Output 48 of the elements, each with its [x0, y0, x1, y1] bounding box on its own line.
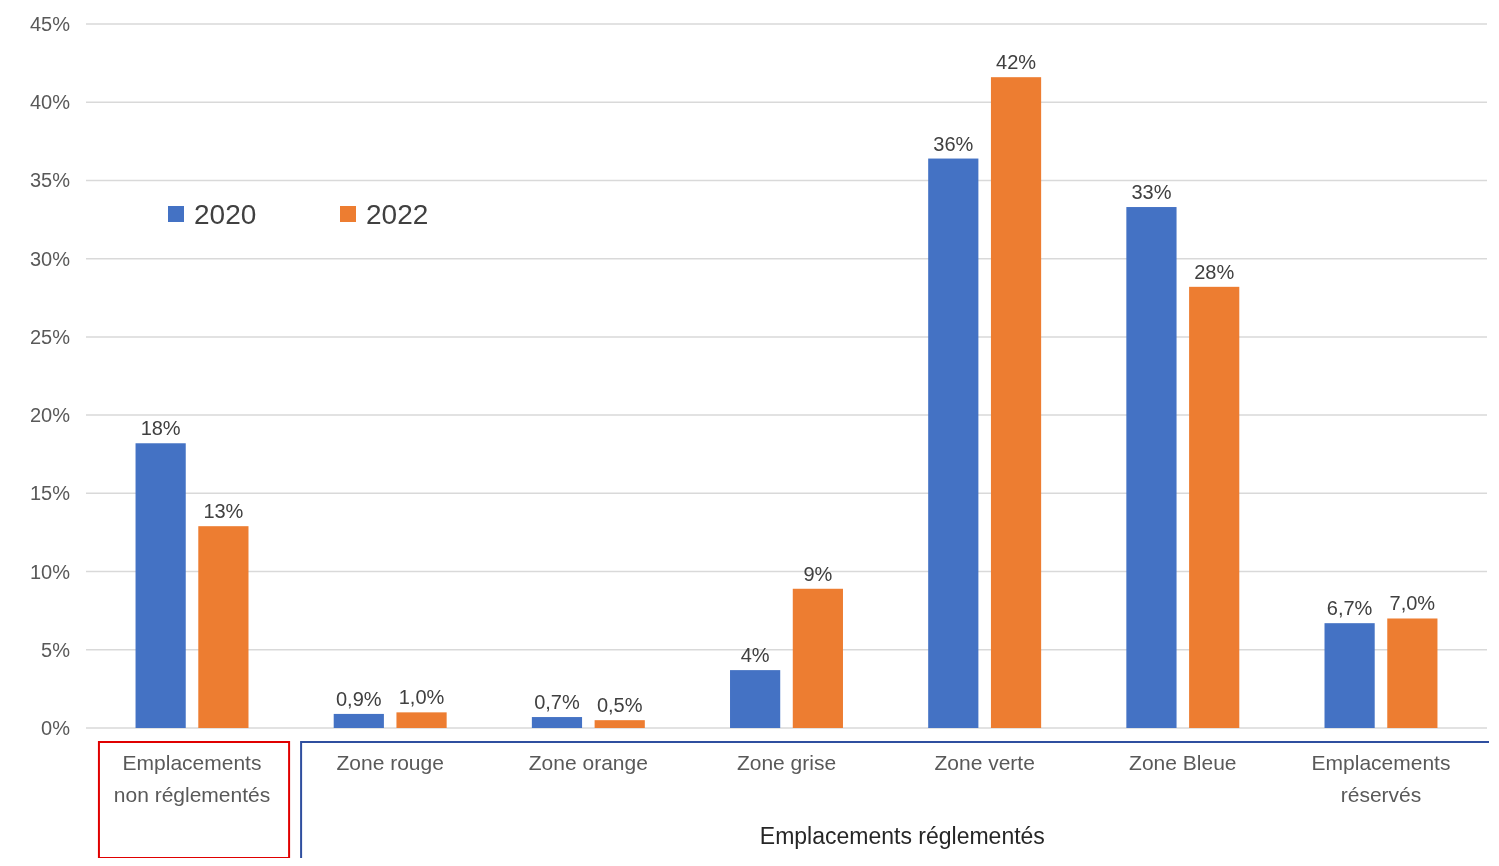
- bar: [1189, 286, 1240, 728]
- x-tick-label: Zone orange: [528, 751, 648, 774]
- bar: [135, 443, 186, 728]
- data-label: 0,7%: [534, 691, 580, 714]
- y-tick-label: 5%: [41, 638, 71, 661]
- bar: [1126, 207, 1177, 728]
- x-tick-label: Emplacements réservés: [1311, 751, 1451, 806]
- data-label: 13%: [203, 500, 244, 523]
- x-tick-label: Zone Bleue: [1129, 751, 1237, 774]
- bar: [1324, 623, 1375, 728]
- y-tick-label: 10%: [29, 560, 71, 583]
- y-tick-label: 35%: [29, 169, 71, 192]
- legend-label: 2020: [194, 198, 257, 230]
- bar: [531, 717, 583, 728]
- data-label: 42%: [996, 51, 1037, 74]
- x-axis-title: Emplacements réglementés: [759, 823, 1045, 849]
- data-label: 4%: [740, 644, 770, 667]
- bar: [792, 588, 843, 728]
- x-tick-label: Emplacements non réglementés: [113, 751, 271, 806]
- y-tick-label: 0%: [41, 717, 71, 739]
- x-tick-label: Zone grise: [736, 751, 837, 774]
- data-label: 36%: [933, 132, 974, 155]
- data-label: 18%: [140, 417, 181, 440]
- data-label: 1,0%: [398, 686, 445, 709]
- bar: [730, 670, 781, 728]
- bar: [198, 526, 249, 728]
- y-tick-label: 30%: [29, 247, 71, 270]
- data-label: 0,5%: [596, 694, 643, 717]
- bar: [990, 77, 1042, 728]
- bar: [594, 720, 645, 728]
- y-tick-label: 20%: [29, 404, 71, 427]
- bar: [1387, 618, 1438, 728]
- data-label: 28%: [1194, 260, 1235, 283]
- x-tick-label: Zone verte: [934, 751, 1035, 774]
- y-tick-label: 25%: [29, 325, 71, 348]
- data-label: 6,7%: [1326, 597, 1373, 620]
- x-tick-label: Zone rouge: [336, 751, 444, 774]
- data-label: 7,0%: [1389, 592, 1436, 615]
- y-tick-label: 40%: [29, 91, 71, 114]
- bar: [928, 158, 979, 728]
- data-label: 33%: [1131, 181, 1172, 204]
- legend-label: 2022: [366, 198, 429, 230]
- y-tick-label: 45%: [29, 13, 71, 35]
- bar: [333, 713, 384, 728]
- data-label: 0,9%: [336, 687, 382, 710]
- data-label: 9%: [803, 562, 833, 585]
- bar: [396, 712, 447, 728]
- y-tick-label: 15%: [29, 482, 71, 505]
